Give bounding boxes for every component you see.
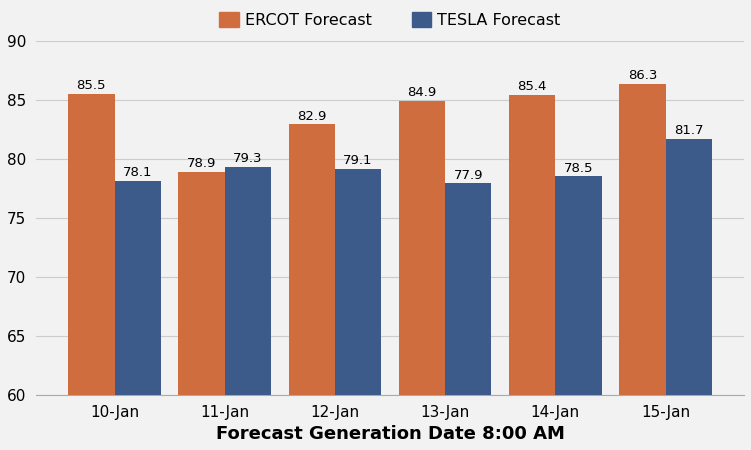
Text: 77.9: 77.9: [454, 169, 483, 182]
Text: 78.5: 78.5: [564, 162, 593, 175]
Text: 85.4: 85.4: [517, 80, 547, 93]
Bar: [509, 95, 556, 450]
Bar: [225, 167, 271, 450]
Text: 85.5: 85.5: [77, 79, 106, 92]
Text: 78.1: 78.1: [123, 166, 152, 179]
Legend: ERCOT Forecast, TESLA Forecast: ERCOT Forecast, TESLA Forecast: [213, 6, 567, 34]
Bar: [114, 181, 161, 450]
Text: 82.9: 82.9: [297, 110, 327, 122]
Bar: [68, 94, 114, 450]
Bar: [445, 184, 491, 450]
Bar: [335, 169, 382, 450]
Text: 79.1: 79.1: [343, 154, 372, 167]
Bar: [620, 84, 665, 450]
Bar: [556, 176, 602, 450]
Bar: [665, 139, 712, 450]
X-axis label: Forecast Generation Date 8:00 AM: Forecast Generation Date 8:00 AM: [216, 425, 565, 443]
Text: 81.7: 81.7: [674, 124, 704, 137]
Bar: [288, 124, 335, 450]
Text: 84.9: 84.9: [407, 86, 436, 99]
Text: 79.3: 79.3: [233, 152, 263, 165]
Text: 86.3: 86.3: [628, 69, 657, 82]
Bar: [179, 171, 225, 450]
Bar: [399, 101, 445, 450]
Text: 78.9: 78.9: [187, 157, 216, 170]
